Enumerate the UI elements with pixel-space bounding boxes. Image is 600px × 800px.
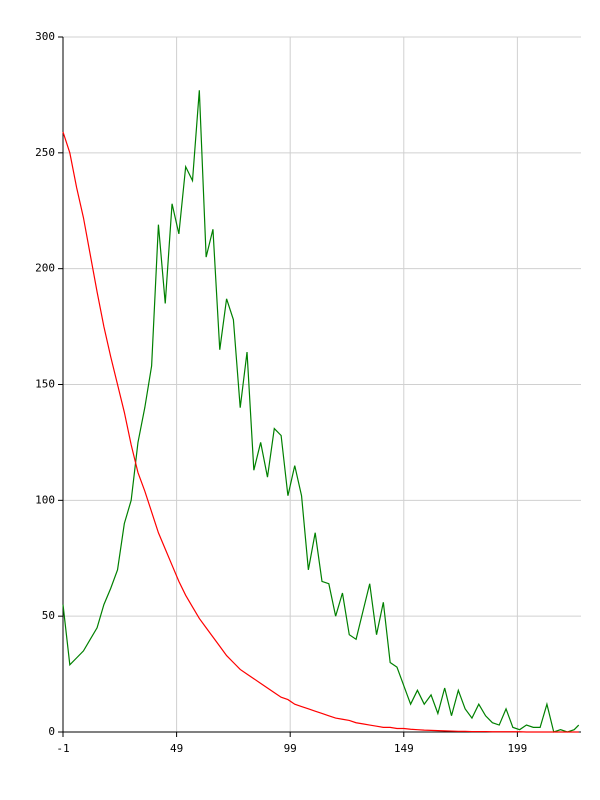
y-tick-label: 100 (35, 493, 55, 506)
y-tick-label: 0 (48, 725, 55, 738)
x-tick-label: 149 (394, 742, 414, 755)
x-tick-label: 49 (170, 742, 183, 755)
y-tick-label: 50 (42, 609, 55, 622)
x-tick-label: -1 (56, 742, 69, 755)
y-tick-label: 150 (35, 378, 55, 391)
y-tick-label: 200 (35, 262, 55, 275)
y-tick-label: 250 (35, 146, 55, 159)
y-tick-label: 300 (35, 30, 55, 43)
x-tick-label: 99 (284, 742, 297, 755)
data-line (62, 131, 579, 733)
x-tick-label: 199 (507, 742, 527, 755)
data-line (62, 90, 580, 733)
